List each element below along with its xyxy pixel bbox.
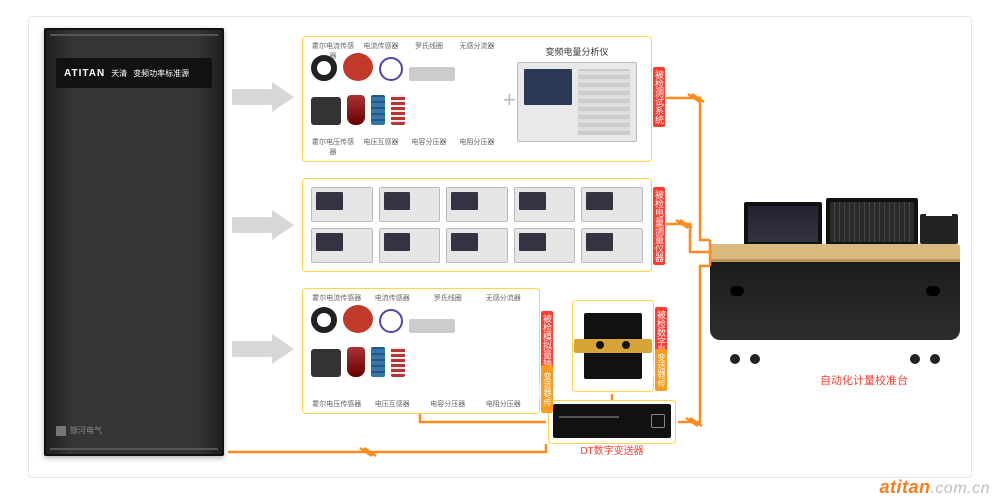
- digital-transducer-icon: [584, 313, 642, 379]
- cabinet-header: ATITAN 天清 变频功率标准源: [56, 58, 212, 88]
- arrow-to-mid-box: [232, 210, 294, 240]
- desk-caster-left: [730, 354, 760, 368]
- lbl: 霍尔电流传感器: [309, 293, 365, 303]
- analyzer-title: 变频电量分析仪: [545, 45, 608, 58]
- desk-surface: [710, 244, 960, 262]
- box-analog-output: 被检模拟量输出 变送器/传感器 霍尔电流传感器 电流传感器 罗氏线圈 无感分流器…: [302, 288, 540, 414]
- hall-voltage-sensor-icon: [311, 349, 341, 377]
- lbl: 电容分压器: [420, 399, 476, 409]
- hall-voltage-sensor-icon: [311, 97, 341, 125]
- dt-transmitter-icon: [553, 404, 671, 438]
- instrument-icon: [514, 187, 576, 222]
- top-row2-labels: 霍尔电压传感器 电压互感器 电容分压器 电阻分压器: [309, 137, 501, 157]
- box-measurement-instruments: 被检电量测量仪器: [302, 178, 652, 272]
- resistive-divider-icon: [391, 95, 405, 125]
- bl-row2-components: [311, 347, 405, 377]
- lbl: 电压互感器: [357, 137, 405, 157]
- rogowski-coil-icon: [379, 57, 403, 81]
- instrument-icon: [379, 187, 441, 222]
- bl-row2-labels: 霍尔电压传感器 电压互感器 电容分压器 电阻分压器: [309, 399, 531, 409]
- lbl: 霍尔电压传感器: [309, 399, 365, 409]
- top-row2-components: [311, 95, 405, 125]
- lbl: 霍尔电压传感器: [309, 137, 357, 157]
- console-monitor-1: [744, 202, 822, 246]
- watermark-brand: atitan: [879, 477, 930, 497]
- dt-label: DT数字变送器: [541, 442, 683, 457]
- top-row1-components: [311, 53, 455, 81]
- desk-label: 自动化计量校准台: [820, 372, 908, 388]
- cabinet-footer: 银河电气: [56, 425, 102, 436]
- hall-current-sensor-icon: [311, 55, 337, 81]
- current-transformer-icon: [343, 305, 373, 333]
- voltage-transformer-icon: [347, 347, 365, 377]
- analyzer-group: 变频电量分析仪: [511, 45, 643, 153]
- instrument-icon: [311, 228, 373, 263]
- watermark-domain: .com.cn: [930, 480, 990, 497]
- arrow-to-bottom-box: [232, 334, 294, 364]
- resistive-divider-icon: [391, 347, 405, 377]
- watermark: atitan.com.cn: [879, 477, 990, 498]
- tag-test-system: 被检测试系统: [653, 67, 665, 127]
- lbl: 电压互感器: [365, 399, 421, 409]
- capacitive-divider-icon: [371, 347, 385, 377]
- current-transformer-icon: [343, 53, 373, 81]
- hall-current-sensor-icon: [311, 307, 337, 333]
- tag-transducer-2: 变送器/传感器: [655, 349, 667, 391]
- arrow-to-top-box: [232, 82, 294, 112]
- cabinet-logo: ATITAN: [64, 68, 105, 79]
- rogowski-coil-icon: [379, 309, 403, 333]
- instrument-grid: [311, 187, 643, 263]
- instrument-icon: [581, 187, 643, 222]
- capacitive-divider-icon: [371, 95, 385, 125]
- shunt-icon: [409, 67, 455, 81]
- instrument-icon: [311, 187, 373, 222]
- instrument-icon: [379, 228, 441, 263]
- bl-row1-components: [311, 305, 455, 333]
- instrument-icon: [514, 228, 576, 263]
- tag-instruments: 被检电量测量仪器: [653, 187, 665, 265]
- lbl: 罗氏线圈: [420, 293, 476, 303]
- box-digital-output: 被检数字量输出 变送器/传感器: [572, 300, 654, 392]
- calibration-console: [710, 190, 960, 370]
- desk-body: [710, 262, 960, 340]
- instrument-icon: [446, 187, 508, 222]
- cabinet-title: 变频功率标准源: [133, 68, 189, 79]
- voltage-transformer-icon: [347, 95, 365, 125]
- console-monitor-2: [826, 198, 918, 246]
- lbl: 电阻分压器: [476, 399, 532, 409]
- power-analyzer-icon: [517, 62, 637, 142]
- dt-transmitter-group: DT数字变送器: [541, 404, 683, 457]
- instrument-icon: [446, 228, 508, 263]
- box-test-system: 被检测试系统 霍尔电流传感器 电流传感器 罗氏线圈 无感分流器 霍尔电压传感器 …: [302, 36, 652, 162]
- lbl: 无感分流器: [476, 293, 532, 303]
- shunt-icon: [409, 319, 455, 333]
- cabinet-logo-sub: 天清: [111, 68, 127, 79]
- lbl: 电容分压器: [405, 137, 453, 157]
- lbl: 无感分流器: [453, 41, 501, 61]
- lbl: 电阻分压器: [453, 137, 501, 157]
- desk-caster-right: [910, 354, 940, 368]
- lbl: 电流传感器: [365, 293, 421, 303]
- bl-row1-labels: 霍尔电流传感器 电流传感器 罗氏线圈 无感分流器: [309, 293, 531, 303]
- instrument-icon: [581, 228, 643, 263]
- console-printer: [920, 214, 958, 244]
- power-source-cabinet: ATITAN 天清 变频功率标准源 银河电气: [44, 28, 224, 456]
- cabinet-footer-text: 银河电气: [70, 425, 102, 436]
